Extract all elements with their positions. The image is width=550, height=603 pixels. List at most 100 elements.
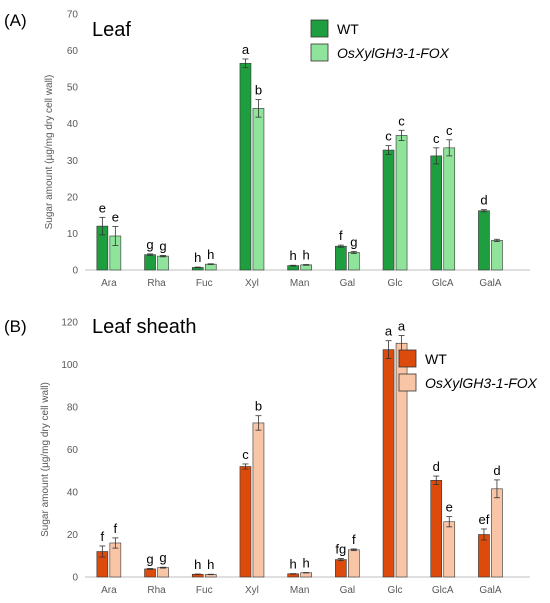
bar [335, 245, 347, 271]
significance-label: g [350, 234, 357, 249]
significance-label: h [194, 557, 201, 572]
legend-swatch [398, 373, 417, 392]
significance-label: e [99, 200, 106, 215]
significance-label: a [385, 324, 393, 339]
bar [300, 264, 312, 271]
y-tick-label: 20 [67, 192, 79, 203]
legend-label: OsXylGH3-1-FOX [337, 45, 450, 61]
bar [300, 572, 312, 578]
significance-label: h [290, 557, 297, 572]
category-label: GalA [479, 278, 502, 289]
category-label: Fuc [196, 278, 213, 289]
category-label: Ara [101, 585, 117, 596]
category-label: Glc [388, 585, 403, 596]
significance-label: c [242, 447, 249, 462]
category-label: Rha [147, 585, 166, 596]
panel-title: Leaf sheath [92, 316, 197, 338]
bar [144, 568, 156, 578]
y-axis-label: Sugar amount (µg/mg dry cell wall) [40, 382, 51, 537]
y-tick-label: 50 [67, 83, 79, 94]
panel-label: (B) [4, 317, 27, 336]
bar [157, 255, 169, 271]
significance-label: a [398, 319, 406, 334]
significance-label: fg [335, 542, 346, 557]
bar [239, 63, 252, 271]
category-label: Rha [147, 278, 166, 289]
significance-label: h [207, 247, 214, 262]
legend-label: OsXylGH3-1-FOX [425, 375, 538, 391]
category-label: GlcA [432, 278, 454, 289]
y-tick-label: 70 [67, 10, 79, 21]
bar [478, 534, 490, 578]
significance-label: h [207, 557, 214, 572]
significance-label: e [112, 209, 119, 224]
category-label: Man [290, 278, 309, 289]
panel-b-leaf-sheath: (B) Leaf sheath 0 20 40 60 80 100 120 Sugar amoun… [4, 316, 538, 596]
significance-label: b [255, 83, 262, 98]
category-label: Xyl [245, 585, 259, 596]
y-tick-label: 60 [67, 445, 79, 456]
panel-label: (A) [4, 11, 27, 30]
category-label: Fuc [196, 585, 213, 596]
y-tick-label: 20 [67, 530, 79, 541]
bar [382, 349, 395, 578]
y-tick-label: 0 [72, 266, 78, 277]
legend-label: WT [337, 21, 359, 37]
significance-label: d [433, 459, 440, 474]
bar [478, 210, 490, 271]
y-tick-label: 10 [67, 229, 79, 240]
bar [348, 252, 360, 271]
y-tick-label: 30 [67, 156, 79, 167]
significance-label: f [339, 228, 343, 243]
category-label: Xyl [245, 278, 259, 289]
panel-a-leaf: (A) Leaf 0 10 20 30 40 50 60 70 Sugar amount (µg/m… [4, 10, 530, 289]
category-label: Gal [340, 585, 356, 596]
bar [491, 240, 503, 271]
significance-label: h [290, 248, 297, 263]
y-tick-label: 0 [72, 573, 78, 584]
legend-swatch [398, 349, 417, 368]
significance-label: c [398, 113, 405, 128]
legend-label: WT [425, 351, 447, 367]
category-label: Ara [101, 278, 117, 289]
bar [443, 521, 456, 578]
bar [335, 559, 347, 578]
category-label: Gal [340, 278, 356, 289]
bar [204, 263, 217, 271]
significance-label: f [114, 521, 118, 536]
bar [252, 108, 265, 271]
bar [144, 254, 156, 271]
category-label: Glc [388, 278, 403, 289]
bar [430, 155, 443, 271]
bar [157, 567, 169, 578]
significance-label: g [146, 552, 153, 567]
category-label: Man [290, 585, 309, 596]
significance-label: d [493, 463, 500, 478]
category-label: GalA [479, 585, 502, 596]
bar [430, 480, 443, 578]
y-tick-label: 40 [67, 119, 79, 130]
significance-label: h [303, 556, 310, 571]
bar [348, 549, 360, 578]
panel-title: Leaf [92, 19, 131, 41]
y-tick-label: 100 [61, 360, 78, 371]
significance-label: d [480, 193, 487, 208]
y-tick-label: 80 [67, 403, 79, 414]
bar [395, 135, 408, 271]
bar [491, 488, 503, 578]
y-tick-label: 60 [67, 46, 79, 57]
significance-label: c [433, 131, 440, 146]
significance-label: g [146, 237, 153, 252]
significance-label: c [446, 123, 453, 138]
significance-label: a [242, 42, 250, 57]
y-tick-label: 120 [61, 318, 78, 329]
significance-label: f [101, 529, 105, 544]
category-label: GlcA [432, 585, 454, 596]
legend-swatch [310, 19, 329, 38]
legend-swatch [310, 43, 329, 62]
significance-label: c [385, 129, 392, 144]
bar [239, 466, 252, 578]
significance-label: g [159, 238, 166, 253]
bar [252, 422, 265, 578]
